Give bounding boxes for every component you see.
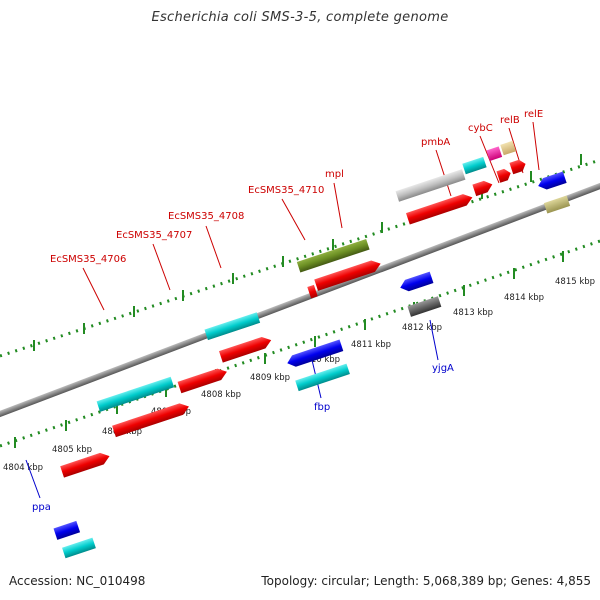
kbp-label: 4808 kbp	[201, 390, 241, 400]
kbp-label: 4810 kbp	[300, 355, 340, 365]
gene-features	[53, 140, 571, 559]
kbp-label: 4814 kbp	[504, 293, 544, 303]
forward-leader-lines	[82, 121, 540, 311]
forward-major-ticks	[33, 154, 582, 351]
gene-label-rele: relE	[524, 109, 543, 120]
gene-label-ppa: ppa	[32, 502, 51, 513]
reverse-gene-labels: ppa fbp yjgA	[32, 363, 454, 513]
gene-cds-arrow	[509, 159, 526, 175]
forward-tick-track	[0, 158, 600, 358]
gene-cds-arrow	[60, 452, 110, 478]
gene-relb	[486, 146, 503, 161]
gene-ecsms35-4708	[204, 312, 261, 341]
gene-pmba-gray	[395, 169, 466, 202]
gene-fbp-lower	[295, 363, 350, 392]
gene-label-cybc: cybC	[468, 123, 493, 134]
gene-label-relb: relB	[500, 115, 520, 126]
kbp-label: 4813 kbp	[453, 308, 493, 318]
gene-cybc	[462, 156, 487, 175]
map-title: Escherichia coli SMS-3-5, complete genom…	[151, 10, 449, 25]
gene-ecsms35-4710	[296, 239, 370, 273]
kbp-label: 4811 kbp	[351, 340, 391, 350]
gene-cds-arrow	[219, 336, 272, 363]
gene-cds-arrow	[112, 403, 189, 438]
kbp-scale-labels: 4804 kbp 4805 kbp 4806 kbp 4807 kbp 4808…	[3, 277, 595, 473]
gene-cds-arrow	[472, 180, 493, 197]
kbp-label: 4815 kbp	[555, 277, 595, 287]
gene-rele	[500, 140, 517, 156]
kbp-label: 4805 kbp	[52, 445, 92, 455]
gene-label-fbp: fbp	[314, 402, 330, 413]
gene-label-mpl: mpl	[325, 169, 344, 180]
gene-ecsms35-4706	[96, 376, 175, 412]
gene-yjga-upstream	[400, 271, 434, 292]
accession-text: Accession: NC_010498	[9, 574, 146, 588]
gene-reverse-arrow	[53, 520, 81, 540]
gene-khaki	[543, 195, 571, 214]
genome-backbone	[0, 172, 600, 428]
reverse-tick-track	[0, 239, 600, 448]
kbp-label: 4812 kbp	[402, 323, 442, 333]
gene-yjga	[407, 296, 442, 317]
gene-label-yjga: yjgA	[432, 363, 454, 374]
kbp-label: 4809 kbp	[250, 373, 290, 383]
gene-cds-arrow	[177, 368, 227, 394]
gene-cds-arrow	[405, 194, 473, 225]
kbp-label: 4804 kbp	[3, 463, 43, 473]
gene-reverse-arrow	[538, 171, 567, 190]
gene-label-ecsms35-4710: EcSMS35_4710	[248, 185, 324, 196]
gene-label-ecsms35-4707: EcSMS35_4707	[116, 230, 192, 241]
reverse-major-ticks	[14, 251, 564, 448]
gene-cds-arrow	[307, 284, 318, 299]
gene-ppa	[62, 537, 96, 559]
genome-stats-text: Topology: circular; Length: 5,068,389 bp…	[261, 574, 591, 588]
gene-label-ecsms35-4708: EcSMS35_4708	[168, 211, 244, 222]
gene-label-pmba: pmbA	[421, 137, 450, 148]
gene-cds-arrow	[496, 168, 511, 183]
gene-fbp	[287, 339, 344, 367]
forward-gene-labels: EcSMS35_4706 EcSMS35_4707 EcSMS35_4708 E…	[50, 109, 543, 265]
gene-label-ecsms35-4706: EcSMS35_4706	[50, 254, 126, 265]
gene-cds-arrow	[314, 260, 381, 291]
